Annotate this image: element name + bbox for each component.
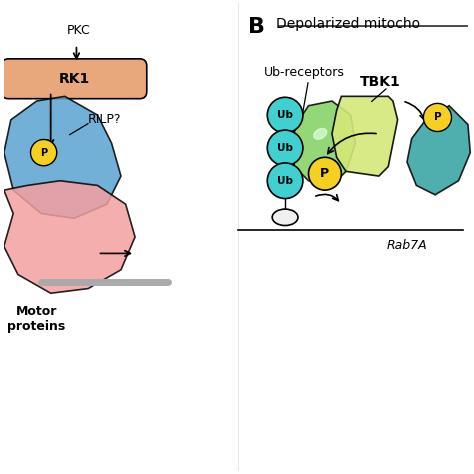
Polygon shape — [290, 101, 356, 185]
Polygon shape — [4, 181, 135, 293]
Circle shape — [267, 130, 303, 166]
Text: P: P — [434, 112, 441, 122]
Text: Ub-receptors: Ub-receptors — [264, 66, 345, 80]
Circle shape — [267, 163, 303, 199]
Polygon shape — [332, 96, 398, 176]
Ellipse shape — [314, 128, 327, 139]
Text: Rab7A: Rab7A — [387, 239, 427, 252]
Text: Ub: Ub — [277, 110, 293, 120]
Ellipse shape — [272, 209, 298, 226]
FancyBboxPatch shape — [1, 59, 147, 99]
Text: Motor
proteins: Motor proteins — [8, 305, 66, 333]
Text: TBK1: TBK1 — [360, 75, 401, 89]
Text: RK1: RK1 — [58, 72, 90, 85]
Text: RILP?: RILP? — [88, 113, 122, 126]
Polygon shape — [4, 96, 121, 218]
Text: PKC: PKC — [67, 24, 91, 37]
Text: B: B — [247, 17, 264, 36]
Circle shape — [30, 139, 57, 166]
Text: P: P — [320, 167, 329, 180]
Text: P: P — [40, 147, 47, 158]
Text: Ub: Ub — [277, 143, 293, 153]
Circle shape — [309, 157, 341, 190]
Circle shape — [267, 97, 303, 133]
Circle shape — [423, 103, 452, 131]
Text: Ub: Ub — [277, 176, 293, 186]
Polygon shape — [407, 106, 470, 195]
Text: Depolarized mitocho: Depolarized mitocho — [276, 17, 420, 31]
